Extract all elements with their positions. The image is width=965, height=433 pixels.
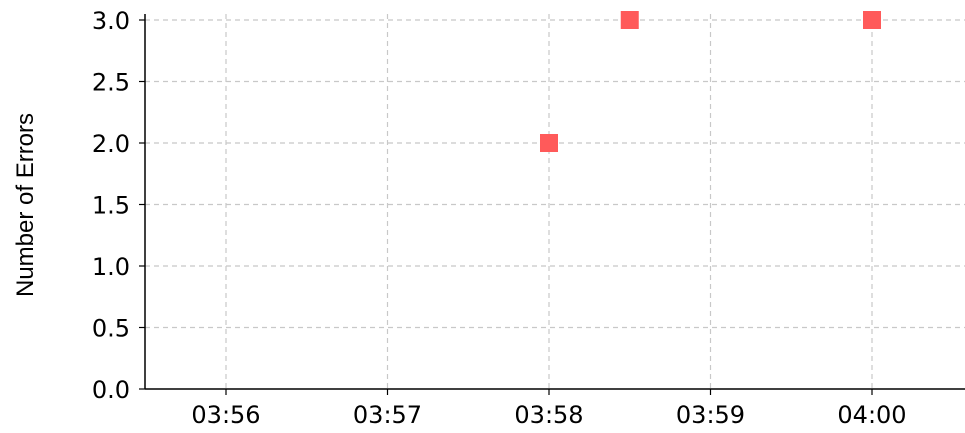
x-tick-label: 03:56 xyxy=(191,401,260,429)
x-tick-label: 03:59 xyxy=(676,401,745,429)
grid-lines xyxy=(145,14,965,389)
axes xyxy=(139,14,965,395)
y-axis-label: Number of Errors xyxy=(12,113,39,297)
data-point xyxy=(620,11,639,29)
tick-labels: 0.0 0.5 1.0 1.5 2.0 2.5 3.0 03:56 03:57 03:58 03:5… xyxy=(92,7,907,429)
y-tick-label: 3.0 xyxy=(92,7,130,35)
x-tick-label: 03:58 xyxy=(514,401,583,429)
y-tick-label: 0.0 xyxy=(92,376,130,404)
y-tick-label: 1.5 xyxy=(92,192,130,220)
x-tick-label: 03:57 xyxy=(353,401,422,429)
data-points xyxy=(540,11,881,152)
y-tick-label: 2.5 xyxy=(92,69,130,97)
data-point xyxy=(863,11,881,29)
y-tick-label: 0.5 xyxy=(92,315,130,343)
y-tick-label: 1.0 xyxy=(92,253,130,281)
data-point xyxy=(540,134,558,152)
x-tick-label: 04:00 xyxy=(837,401,906,429)
y-tick-label: 2.0 xyxy=(92,130,130,158)
